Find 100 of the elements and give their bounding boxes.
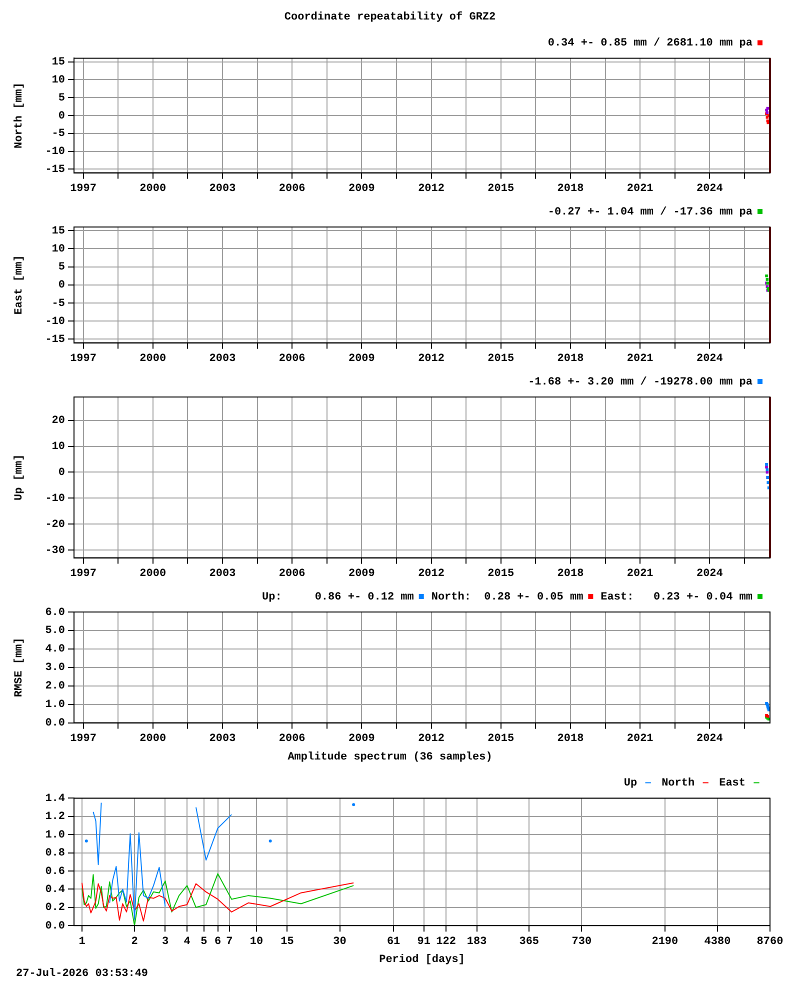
x-tick-label: 2006 [278, 183, 306, 196]
y-tick-label: 0.2 [45, 902, 65, 914]
x-tick-label: 2000 [140, 733, 166, 746]
y-tick-label: 1.0 [45, 699, 65, 712]
x-tick-label: 2018 [557, 733, 584, 746]
x-tick-label: 1997 [70, 733, 96, 746]
x-tick-label: 2003 [209, 183, 236, 196]
x-tick-label: 5 [200, 936, 208, 948]
x-tick-label: 2018 [557, 568, 584, 580]
x-tick-label: 7 [226, 936, 233, 948]
x-tick-label: 2009 [348, 568, 375, 580]
y-tick-label: 1.0 [45, 829, 65, 842]
y-tick-label: -10 [45, 492, 65, 505]
y-tick-label: 0 [58, 110, 65, 122]
x-tick-label: 2006 [278, 353, 306, 366]
y-axis-title: North [mm] [13, 82, 26, 149]
x-tick-label: 2012 [418, 353, 444, 366]
x-tick-label: 2015 [488, 183, 514, 196]
y-tick-label: 0 [58, 466, 65, 479]
x-tick-label: 2018 [557, 183, 584, 196]
y-tick-label: -5 [52, 298, 66, 310]
x-tick-label: 1 [78, 936, 86, 948]
x-tick-label: 2015 [488, 568, 514, 580]
x-tick-label: 30 [333, 936, 346, 948]
x-tick-label: 2012 [418, 733, 444, 746]
x-tick-label: 2003 [209, 353, 236, 366]
y-tick-label: -30 [45, 544, 65, 557]
x-tick-label: 2024 [696, 353, 724, 366]
y-tick-label: 5 [58, 262, 66, 274]
chart-title: Amplitude spectrum (36 samples) [288, 751, 492, 764]
y-tick-label: 10 [52, 243, 65, 256]
x-tick-label: 2018 [557, 353, 584, 366]
y-tick-label: -15 [45, 164, 66, 176]
x-tick-label: 1997 [70, 183, 96, 196]
y-tick-label: 1.2 [45, 811, 65, 824]
x-tick-label: 2009 [348, 183, 375, 196]
y-tick-label: 10 [52, 441, 65, 454]
x-tick-label: 15 [280, 936, 294, 948]
y-tick-label: 6.0 [45, 606, 65, 619]
x-tick-label: 2021 [626, 733, 654, 746]
x-tick-label: 183 [466, 936, 488, 948]
legend-label: Up [624, 777, 638, 790]
x-tick-label: 3 [162, 936, 169, 948]
x-tick-label: 10 [250, 936, 264, 948]
y-tick-label: 0.8 [45, 848, 66, 860]
x-tick-label: 2003 [209, 733, 236, 746]
x-tick-label: 2021 [626, 568, 654, 580]
y-axis-title: Up [mm] [13, 454, 26, 501]
x-tick-label: 91 [417, 936, 431, 948]
x-tick-label: 2000 [140, 353, 166, 366]
x-tick-label: 2009 [348, 733, 375, 746]
y-tick-label: 5.0 [45, 625, 65, 638]
y-tick-label: -15 [45, 334, 66, 346]
y-tick-label: 3.0 [45, 662, 65, 674]
legend-label: North: 0.28 +- 0.05 mm [431, 591, 584, 604]
y-tick-label: 2.0 [45, 680, 65, 693]
legend-label: North [662, 777, 695, 790]
legend-label: East: 0.23 +- 0.04 mm [600, 591, 753, 604]
x-tick-label: 2 [131, 936, 138, 948]
x-tick-label: 2012 [418, 568, 444, 580]
y-tick-label: 15 [52, 225, 66, 238]
x-tick-label: 365 [519, 936, 540, 948]
y-tick-label: -10 [45, 316, 65, 328]
x-tick-label: 2015 [488, 353, 514, 366]
x-tick-label: 2006 [278, 733, 306, 746]
y-axis-title: East [mm] [13, 255, 26, 315]
x-tick-label: 2021 [626, 353, 654, 366]
y-tick-label: 0.4 [45, 884, 66, 896]
x-tick-label: 2000 [140, 183, 166, 196]
y-tick-label: 0.0 [45, 920, 65, 932]
y-tick-label: -5 [52, 128, 66, 140]
x-axis-title: Period [days] [379, 954, 465, 966]
y-tick-label: 4.0 [45, 644, 65, 656]
x-tick-label: 4380 [704, 936, 731, 948]
y-tick-label: 10 [52, 74, 65, 86]
legend-label: 0.34 +- 0.85 mm / 2681.10 mm pa [548, 37, 753, 50]
legend-label: Up: 0.86 +- 0.12 mm [262, 591, 414, 604]
y-tick-label: -10 [45, 146, 65, 158]
x-tick-label: 1997 [70, 353, 96, 366]
x-tick-label: 2024 [696, 733, 724, 746]
x-tick-label: 730 [572, 936, 592, 948]
legend-label: East [719, 777, 746, 790]
y-tick-label: 0 [58, 280, 65, 292]
x-tick-label: 2024 [696, 568, 724, 580]
x-tick-label: 122 [436, 936, 456, 948]
x-tick-label: 2000 [140, 568, 166, 580]
x-tick-label: 2190 [652, 936, 678, 948]
y-tick-label: -20 [45, 518, 65, 531]
legend-label: -0.27 +- 1.04 mm / -17.36 mm pa [548, 206, 753, 218]
x-tick-label: 2015 [488, 733, 514, 746]
y-tick-label: 0.6 [45, 866, 65, 878]
x-tick-label: 4 [184, 936, 191, 948]
x-tick-label: 2006 [278, 568, 306, 580]
x-tick-label: 2021 [626, 183, 654, 196]
x-tick-label: 2024 [696, 183, 724, 196]
legend-label: -1.68 +- 3.20 mm / -19278.00 mm pa [528, 376, 753, 388]
x-tick-label: 61 [386, 936, 401, 948]
x-tick-label: 6 [214, 936, 222, 948]
text: 27-Jul-2026 03:53:49 [16, 968, 150, 980]
x-tick-label: 2012 [418, 183, 444, 196]
